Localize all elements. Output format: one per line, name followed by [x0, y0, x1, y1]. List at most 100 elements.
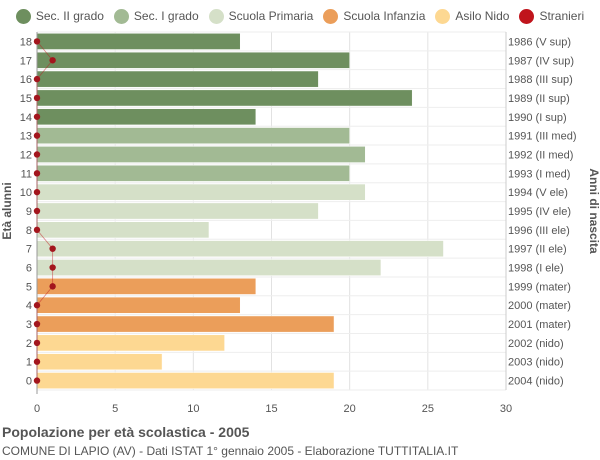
chart-subtitle: COMUNE DI LAPIO (AV) - Dati ISTAT 1° gen… [2, 444, 459, 458]
stranieri-point-age-18 [33, 38, 41, 45]
bar-age-16 [36, 70, 319, 88]
stranieri-point-age-6 [49, 264, 56, 271]
legend-item-sec2: Sec. II grado [15, 8, 104, 24]
y-tick-label: 11 [21, 168, 32, 180]
bar-age-9 [36, 202, 319, 220]
bar-age-15 [36, 89, 413, 107]
birth-year-label: 2002 (nido) [508, 338, 564, 350]
birth-year-label: 1989 (II sup) [508, 93, 570, 105]
legend-swatch-sec2 [15, 8, 31, 24]
x-tick-label: 15 [265, 403, 277, 415]
legend-label-sec1: Sec. I grado [133, 9, 199, 23]
birth-year-label: 1998 (I ele) [508, 263, 564, 275]
birth-year-label: 1994 (V ele) [508, 187, 568, 199]
y-tick-label: 18 [20, 36, 32, 48]
y-tick-label: 3 [26, 319, 32, 331]
birth-year-label: 2003 (nido) [508, 357, 564, 369]
stranieri-point-age-13 [33, 132, 41, 139]
bar-age-7 [36, 240, 444, 258]
y-tick-label: 6 [26, 263, 32, 275]
stranieri-point-age-17 [49, 57, 56, 64]
stranieri-point-age-10 [33, 188, 41, 196]
legend-swatch-stranieri [519, 8, 535, 24]
birth-year-label: 1997 (II ele) [508, 244, 567, 256]
x-tick-label: 25 [422, 403, 434, 415]
y-tick-label: 12 [20, 149, 32, 161]
bar-age-17 [36, 51, 350, 69]
stranieri-point-age-3 [33, 320, 41, 328]
bar-age-0 [36, 372, 335, 389]
legend-swatch-prim [208, 8, 224, 24]
stranieri-point-age-14 [33, 113, 41, 120]
y-tick-label: 9 [26, 206, 32, 218]
birth-year-label: 1991 (III med) [508, 131, 576, 143]
bar-age-6 [36, 259, 382, 276]
bar-age-3 [36, 315, 335, 333]
y-tick-label: 1 [26, 357, 32, 369]
stranieri-point-age-2 [33, 339, 41, 347]
legend-item-prim: Scuola Primaria [208, 8, 314, 24]
birth-year-label: 1993 (I med) [508, 168, 570, 180]
birth-year-label: 1990 (I sup) [508, 112, 567, 124]
x-tick-label: 30 [500, 403, 512, 415]
legend-label-nido: Asilo Nido [455, 9, 510, 23]
legend-item-inf: Scuola Infanzia [323, 8, 426, 24]
stranieri-point-age-8 [33, 226, 41, 234]
birth-year-label: 1988 (III sup) [508, 74, 573, 86]
birth-year-label: 2000 (mater) [508, 300, 571, 312]
bar-age-1 [36, 353, 163, 371]
chart-legend: Sec. II grado Sec. I grado Scuola Primaria… [0, 6, 600, 26]
x-tick-label: 10 [187, 403, 199, 415]
birth-year-label: 1986 (V sup) [508, 36, 571, 48]
y-tick-label: 8 [26, 225, 32, 237]
bar-age-5 [36, 278, 257, 295]
legend-item-stranieri: Stranieri [519, 8, 585, 24]
legend-label-sec2: Sec. II grado [35, 9, 104, 23]
bar-age-11 [36, 164, 350, 182]
y-tick-label: 10 [20, 187, 32, 199]
legend-swatch-sec1 [113, 8, 129, 24]
y-tick-label: 17 [20, 55, 32, 67]
y-tick-label: 2 [26, 338, 32, 350]
y-tick-label: 16 [20, 74, 32, 86]
stranieri-point-age-0 [33, 377, 41, 384]
birth-year-label: 1992 (II med) [508, 149, 573, 161]
stranieri-point-age-5 [49, 283, 56, 290]
birth-year-label: 2001 (mater) [508, 319, 571, 331]
stranieri-point-age-12 [33, 151, 41, 158]
chart-title: Popolazione per età scolastica - 2005 [2, 424, 250, 440]
bar-age-13 [36, 127, 350, 144]
y-axis-title: Età alunni [0, 182, 14, 239]
legend-item-sec1: Sec. I grado [113, 8, 199, 24]
y-axis-right-title: Anni di nascita [587, 168, 600, 254]
birth-year-label: 2004 (nido) [508, 376, 564, 388]
legend-label-prim: Scuola Primaria [228, 9, 314, 23]
bar-age-18 [36, 33, 241, 50]
stranieri-point-age-7 [49, 245, 56, 252]
x-tick-label: 0 [34, 403, 40, 415]
y-tick-label: 4 [26, 300, 32, 312]
x-tick-label: 5 [112, 403, 118, 415]
x-tick-label: 20 [344, 403, 356, 415]
stranieri-point-age-15 [33, 94, 41, 102]
bar-age-2 [36, 334, 225, 352]
bar-age-4 [36, 296, 241, 314]
stranieri-point-age-9 [33, 207, 41, 215]
y-tick-label: 15 [20, 93, 32, 105]
y-tick-label: 13 [20, 131, 32, 143]
stranieri-point-age-1 [33, 358, 41, 365]
bar-age-10 [36, 183, 366, 201]
y-tick-label: 5 [26, 281, 32, 293]
birth-year-label: 1987 (IV sup) [508, 55, 574, 67]
legend-label-stranieri: Stranieri [539, 9, 585, 23]
birth-year-label: 1999 (mater) [508, 281, 571, 293]
legend-swatch-nido [435, 8, 451, 24]
birth-year-label: 1996 (III ele) [508, 225, 570, 237]
stranieri-point-age-11 [33, 170, 41, 177]
birth-year-label: 1995 (IV ele) [508, 206, 571, 218]
legend-label-inf: Scuola Infanzia [343, 9, 426, 23]
legend-swatch-inf [323, 8, 339, 24]
bar-age-8 [36, 221, 210, 239]
y-tick-label: 14 [20, 112, 32, 124]
